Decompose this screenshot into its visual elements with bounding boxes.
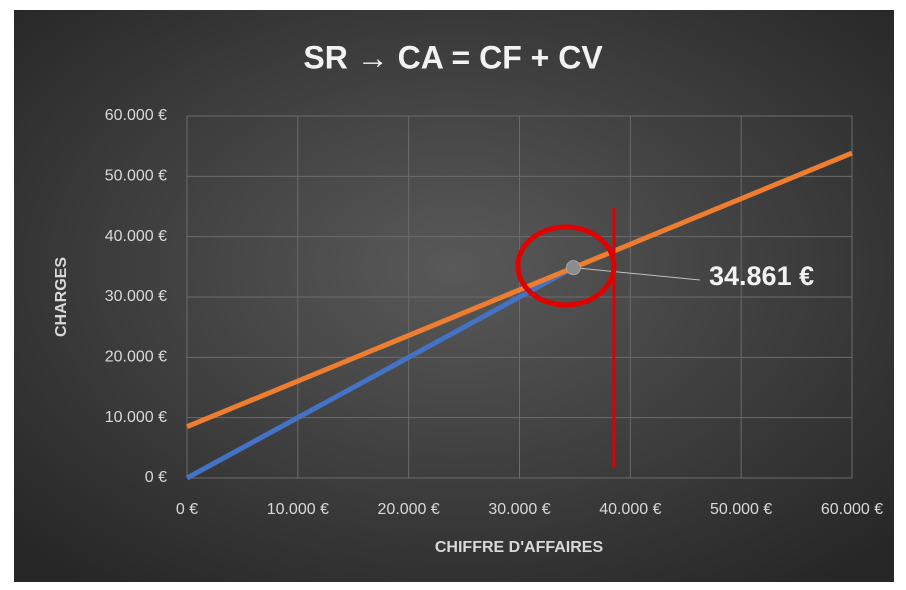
y-tick-label: 60.000 € — [105, 107, 167, 124]
y-tick-label: 0 € — [145, 469, 167, 486]
x-tick-label: 20.000 € — [378, 501, 440, 518]
y-tick-label: 30.000 € — [105, 288, 167, 305]
plot-area: 0 € 10.000 € 20.000 € 30.000 € 40.000 € 50.00… — [105, 107, 884, 518]
y-tick-label: 20.000 € — [105, 349, 167, 366]
x-tick-label: 40.000 € — [599, 501, 661, 518]
leader-line — [573, 267, 701, 281]
x-tick-label: 10.000 € — [267, 501, 329, 518]
x-tick-label: 0 € — [176, 501, 198, 518]
annotation-label: 34.861 € — [709, 261, 814, 291]
chart-background — [14, 10, 894, 582]
break-even-point — [565, 260, 581, 276]
series-line — [185, 265, 575, 481]
y-tick-label: 40.000 € — [105, 228, 167, 245]
chart-title: SR → CA = CF + CV — [303, 39, 603, 75]
x-tick-label: 50.000 € — [710, 501, 772, 518]
x-tick-label: 30.000 € — [488, 501, 550, 518]
x-axis-label: CHIFFRE D'AFFAIRES — [435, 539, 604, 556]
y-tick-label: 10.000 € — [105, 409, 167, 426]
y-tick-label: 50.000 € — [105, 168, 167, 185]
highlight-ellipse — [515, 224, 617, 308]
x-tick-label: 60.000 € — [821, 501, 883, 518]
y-axis-label: CHARGES — [53, 257, 70, 337]
series-line — [186, 150, 853, 430]
